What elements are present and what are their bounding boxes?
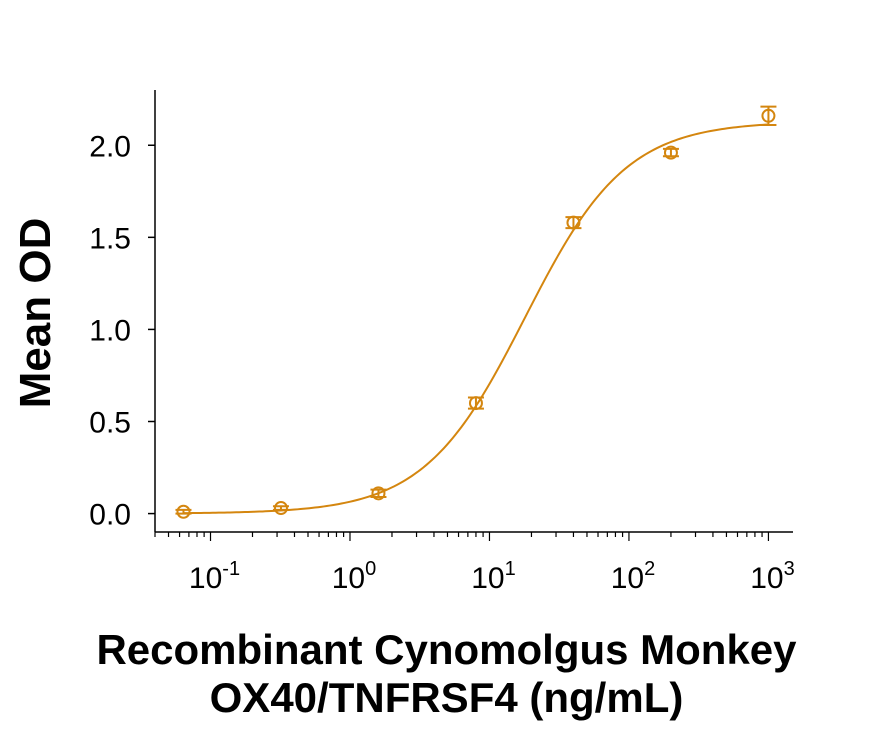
x-tick-label: 103 [750, 558, 795, 595]
data-point [176, 504, 191, 519]
x-tick-label: 100 [332, 558, 377, 595]
fit-curve-layer [183, 123, 769, 515]
x-tick-label: 101 [471, 558, 515, 595]
data-point [761, 108, 776, 123]
y-tick-label: 0.0 [89, 499, 131, 532]
data-point [566, 215, 581, 230]
y-tick-label: 0.5 [89, 407, 131, 440]
data-point [273, 501, 288, 516]
data-point [371, 486, 386, 501]
y-axis-label: Mean OD [11, 218, 60, 409]
x-axis-label-line-1: Recombinant Cynomolgus Monkey [96, 626, 797, 673]
y-tick-label: 2.0 [89, 130, 131, 163]
data-point [663, 145, 678, 160]
data-points-layer [175, 105, 777, 519]
x-axis-label-line-2: OX40/TNFRSF4 (ng/mL) [209, 674, 684, 721]
ticks: 0.0 0.5 1.0 1.5 2.0 10-1 100 101 102 103 [89, 130, 794, 595]
x-tick-label: 102 [611, 558, 656, 595]
y-tick-label: 1.0 [89, 314, 131, 347]
axes [154, 90, 793, 533]
fit-curve-line [183, 123, 769, 515]
y-tick-label: 1.5 [89, 222, 131, 255]
data-point [468, 396, 483, 411]
x-tick-label: 10-1 [189, 558, 240, 595]
